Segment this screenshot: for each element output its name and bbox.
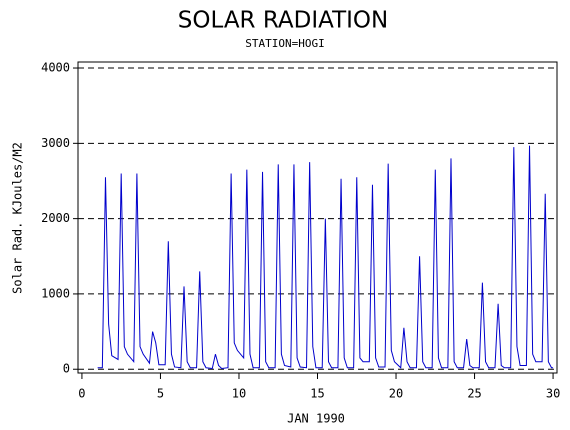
chart-title: SOLAR RADIATION — [178, 8, 388, 34]
series-line — [97, 145, 554, 370]
x-tick-label: 0 — [78, 387, 85, 401]
y-axis-label: Solar Rad. KJoules/M2 — [11, 142, 25, 294]
y-tick-label: 4000 — [41, 61, 70, 75]
x-tick-label: 30 — [546, 387, 560, 401]
x-tick-label: 25 — [467, 387, 481, 401]
x-tick-label: 15 — [310, 387, 324, 401]
plot-frame — [77, 61, 558, 374]
x-tick-label: 5 — [157, 387, 164, 401]
x-tick-label: 10 — [232, 387, 246, 401]
chart-subtitle: STATION=HOGI — [245, 37, 324, 50]
y-tick-label: 3000 — [41, 136, 70, 150]
y-tick-label: 1000 — [41, 286, 70, 300]
y-tick-label: 0 — [63, 362, 70, 376]
x-tick-label: 20 — [389, 387, 403, 401]
y-tick-label: 2000 — [41, 211, 70, 225]
x-axis-label: JAN 1990 — [287, 412, 345, 426]
